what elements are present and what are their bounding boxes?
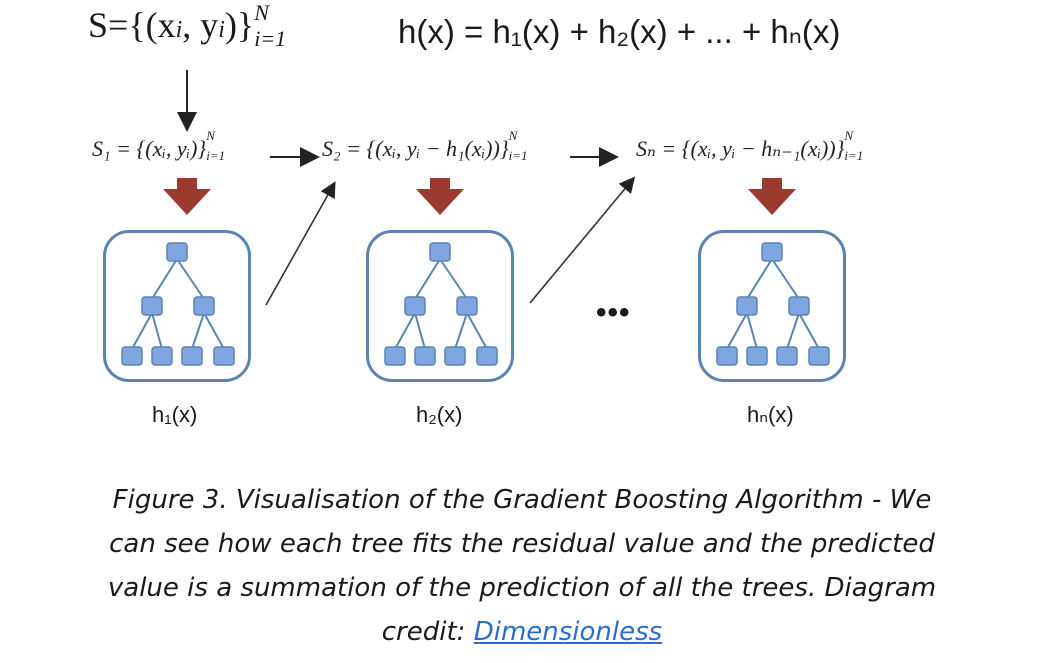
stage-1-upper: N [206, 128, 215, 143]
ensemble-sum-formula: h(x) = h₁(x) + h₂(x) + ... + hₙ(x) [398, 13, 841, 50]
tree-2-residual-line [529, 176, 636, 304]
ellipsis-more-trees: ••• [596, 296, 631, 329]
stage-2-down-arrow [416, 178, 464, 215]
tree-n-icon [716, 242, 830, 366]
stage-2-upper: N [508, 128, 518, 143]
stage-1-lower: i=1 [206, 148, 226, 163]
tree-1-label: h₁(x) [152, 402, 198, 427]
dataset-formula-rhs: )} [224, 5, 255, 45]
tree-2-label: h₂(x) [416, 402, 463, 427]
tree-box-n [698, 230, 846, 382]
stage-n-lower: i=1 [844, 148, 864, 163]
caption-text: Figure 3. Visualisation of the Gradient … [107, 485, 937, 647]
stage-2-lower: i=1 [508, 148, 528, 163]
stage-n-formula-text: Sₙ = {(xᵢ, yᵢ − hₙ₋₁(xᵢ))} [636, 136, 845, 161]
figure-caption: Figure 3. Visualisation of the Gradient … [92, 478, 952, 654]
dataset-formula-lhs: S={(x [88, 5, 176, 45]
dataset-upper-limit: N [254, 0, 269, 25]
tree-1-residual-line [265, 181, 336, 306]
dataset-lower-limit: i=1 [254, 26, 287, 51]
caption-credit-link[interactable]: Dimensionless [473, 617, 663, 647]
stage-1-formula-text: S₁ = {(xᵢ, yᵢ)} [92, 136, 207, 161]
tree-2-icon [384, 242, 498, 366]
dataset-formula-mid: , y [182, 5, 219, 45]
tree-box-1 [103, 230, 251, 382]
tree-1-icon [121, 242, 235, 366]
tree-box-2 [366, 230, 514, 382]
stage-n-upper: N [844, 128, 854, 143]
stage-2-formula-text: S₂ = {(xᵢ, yᵢ − h₁(xᵢ))} [322, 136, 509, 161]
stage-1-down-arrow [163, 178, 211, 215]
stage-n-down-arrow [748, 178, 796, 215]
tree-n-label: hₙ(x) [747, 402, 794, 427]
